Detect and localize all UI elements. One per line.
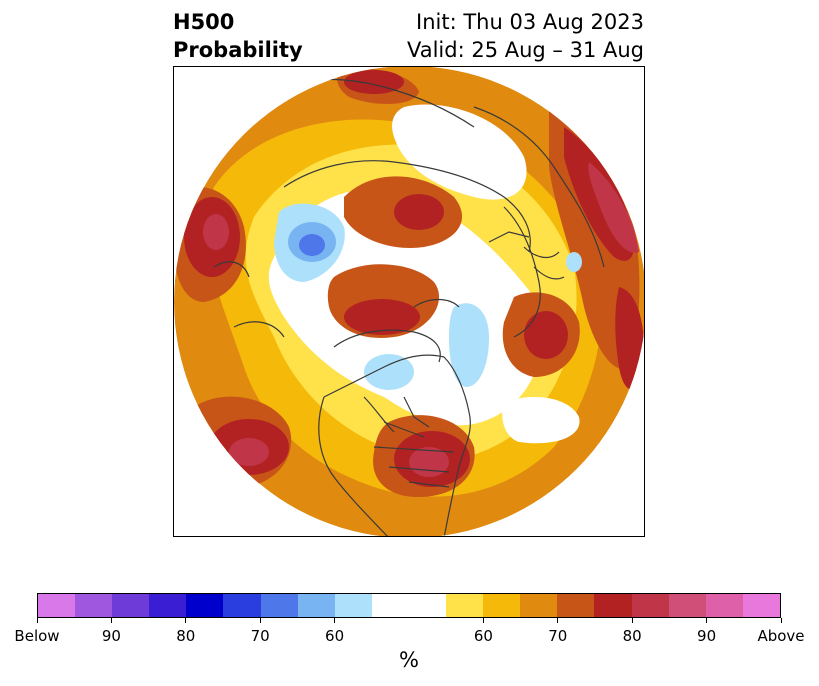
colorbar-tick (482, 618, 484, 623)
colorbar-tick-label: 70 (250, 627, 270, 645)
colorbar-segment (668, 594, 706, 617)
colorbar-tick-label: Above (757, 627, 805, 645)
polar-stereographic-map (174, 67, 644, 536)
colorbar-segment (594, 594, 632, 617)
colorbar-segment (297, 594, 335, 617)
colorbar-tick-label: 80 (622, 627, 642, 645)
colorbar-tick-label: 60 (473, 627, 493, 645)
neutral-region-atlantic (502, 397, 580, 444)
negative-anomaly-west-core (299, 234, 325, 256)
anomaly-east-core (524, 311, 568, 359)
colorbar-segment (557, 594, 595, 617)
colorbar-tick-label: 60 (325, 627, 345, 645)
anomaly-east-edge-core (615, 287, 644, 390)
colorbar-segment (223, 594, 261, 617)
negative-anomaly-atlantic (449, 303, 489, 387)
colorbar-tick (706, 618, 708, 623)
title-variable: H500 (173, 10, 235, 34)
colorbar-tick-label: Below (14, 627, 60, 645)
anomaly-west-peak (203, 214, 229, 250)
colorbar-unit-label: % (399, 648, 419, 672)
colorbar-tick (110, 618, 112, 623)
colorbar-tick-label: 90 (697, 627, 717, 645)
colorbar-tick-label: 90 (101, 627, 121, 645)
anomaly-southwest-peak (229, 438, 269, 466)
colorbar-segment (408, 594, 447, 617)
colorbar-tick-label: 80 (176, 627, 196, 645)
negative-anomaly-europe (566, 252, 582, 272)
colorbar-segment (186, 594, 224, 617)
anomaly-northeast-peak (588, 162, 639, 253)
colorbar-segment (742, 594, 780, 617)
colorbar-segment (260, 594, 298, 617)
colorbar-tick (557, 618, 559, 623)
colorbar-segment (446, 594, 484, 617)
anomaly-arctic-core (344, 299, 420, 335)
neutral-region-north (392, 104, 527, 200)
anomaly-siberia-core (394, 194, 444, 230)
colorbar-segment (38, 594, 76, 617)
colorbar-tick-label: 70 (548, 627, 568, 645)
colorbar-tick (780, 618, 782, 623)
title-product: Probability (173, 38, 303, 62)
colorbar-tick (36, 618, 38, 623)
colorbar-segment (483, 594, 521, 617)
colorbar-tick (631, 618, 633, 623)
colorbar (37, 593, 781, 618)
colorbar-segment (705, 594, 743, 617)
map-title: H500 Probability (173, 8, 303, 64)
colorbar-segment (631, 594, 669, 617)
colorbar-segment (112, 594, 150, 617)
init-date: Init: Thu 03 Aug 2023 (416, 10, 644, 34)
colorbar-tick (185, 618, 187, 623)
valid-range: Valid: 25 Aug – 31 Aug (406, 38, 644, 62)
colorbar-segment (371, 594, 409, 617)
map-dates: Init: Thu 03 Aug 2023 Valid: 25 Aug – 31… (407, 8, 644, 64)
colorbar-segment (149, 594, 187, 617)
probability-map (173, 66, 645, 537)
negative-anomaly-hudson (364, 354, 414, 390)
colorbar-segment (520, 594, 558, 617)
colorbar-segment (334, 594, 372, 617)
colorbar-tick (334, 618, 336, 623)
colorbar-segment (75, 594, 113, 617)
colorbar-tick (259, 618, 261, 623)
